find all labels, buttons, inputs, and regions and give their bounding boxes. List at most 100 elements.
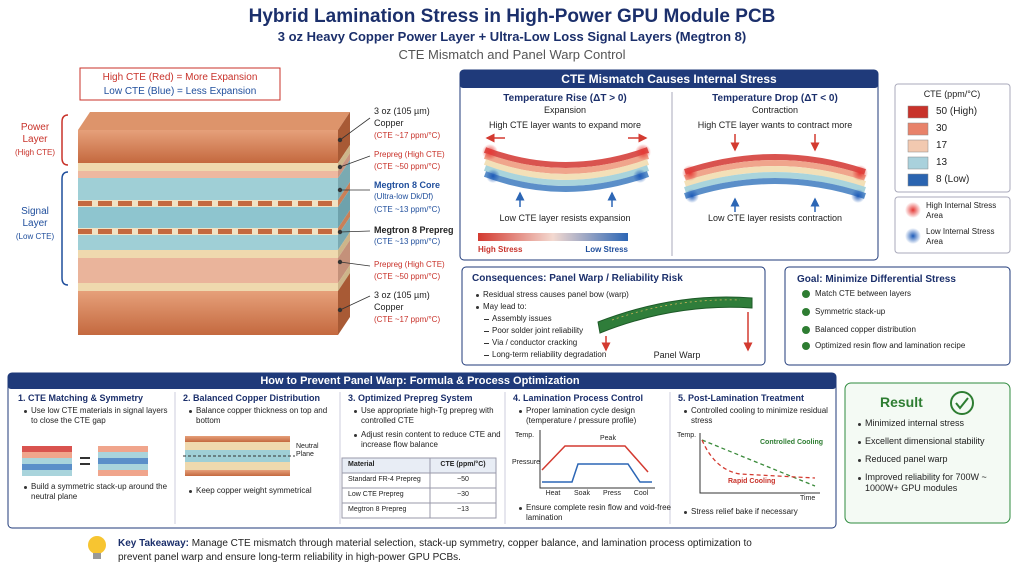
symmetry-stacks-part [80, 457, 90, 459]
cte-scale-items: 13 [936, 157, 948, 168]
cooling-profile-part [701, 439, 816, 479]
leader-lines-part [337, 229, 343, 235]
stack-callouts: Prepreg (High CTE) [374, 260, 445, 269]
drop-top: High CTE layer wants to contract more [697, 120, 853, 130]
stack-callouts: Megtron 8 Prepreg [374, 225, 454, 235]
copper-balance-part [185, 436, 290, 442]
leader-lines-part [339, 230, 371, 233]
table-header: CTE (ppm/°C) [440, 461, 486, 468]
chart-labels-temp: Temp. [677, 432, 697, 439]
step-dividers [174, 392, 671, 524]
stress-panel-header [460, 70, 878, 88]
leader-lines-part [337, 307, 343, 313]
copper-balance [183, 436, 295, 476]
stress-spots-part [633, 169, 647, 183]
stack-callouts: Copper [374, 118, 404, 128]
signal-label: Signal Layer [21, 206, 49, 229]
cooling-profile-part [701, 439, 816, 487]
prevention-header [8, 373, 836, 389]
cte-scale-items: 30 [936, 123, 948, 134]
steps-title: 5. Post-Lamination Treatment [678, 393, 805, 403]
stack-layer [338, 232, 350, 258]
expansion-arcs-part [483, 153, 650, 174]
stack-layer [338, 217, 350, 250]
stress-spots-part [682, 165, 698, 181]
symmetry-stacks-part [22, 458, 72, 464]
contraction-arcs [684, 154, 866, 199]
stack-layer [78, 171, 338, 178]
result-items: Improved reliability for 700W ~ 1000W+ G… [858, 472, 1010, 494]
stack-callouts: Copper [374, 302, 404, 312]
stack-layer [338, 265, 350, 291]
drop-mode: Contraction [751, 105, 799, 115]
chart-labels-peak: Peak [600, 435, 616, 442]
header-title: Hybrid Lamination Stress in High-Power G… [248, 6, 776, 27]
table-header: Material [348, 461, 375, 468]
chart-labels-stages: Soak [574, 490, 590, 497]
warped-board-part [611, 299, 741, 321]
warped-board-part [597, 296, 753, 334]
lamination-profile-part [542, 463, 652, 483]
cte-swatches [907, 105, 929, 187]
chart-labels-time: Time [800, 495, 816, 502]
rise-top: High CTE layer wants to expand more [488, 120, 642, 130]
stack-callouts: (CTE ~50 ppm/°C) [374, 272, 441, 281]
symmetry-stacks-part [80, 463, 90, 465]
expansion-arcs-part [483, 147, 650, 168]
table-rows: Megtron 8 Prepreg [348, 506, 407, 513]
leader-lines-part [337, 137, 343, 143]
cte-swatches-part [907, 156, 929, 170]
symmetry-stacks [22, 446, 148, 476]
steps-neutral-label: Neutral Plane [296, 443, 319, 459]
prevention-title: How to Prevent Panel Warp: Formula & Pro… [260, 375, 580, 387]
steps-bullets: Proper lamination cycle design (temperat… [519, 406, 671, 425]
chart-labels-rapid: Rapid Cooling [728, 478, 776, 485]
stack-callouts: Megtron 8 Core [374, 180, 441, 190]
table-rows: Low CTE Prepreg [348, 491, 404, 498]
symmetry-stacks-part [22, 464, 72, 470]
stack-callouts: Prepreg (High CTE) [374, 150, 445, 159]
goal-title: Goal: Minimize Differential Stress [797, 274, 956, 285]
leader-lines-part [339, 155, 371, 168]
symmetry-stacks-part [22, 470, 72, 476]
stress-legend-low: Low Internal Stress Area [926, 227, 995, 246]
takeaway-text: Manage CTE mismatch through material sel… [118, 538, 752, 563]
expansion-arcs-part [483, 171, 650, 192]
expansion-arcs-part [483, 165, 650, 186]
goal-items: Balanced copper distribution [815, 325, 916, 334]
stack-callouts: (CTE ~13 ppm/°C) [374, 205, 441, 214]
symmetry-stacks-part [98, 446, 148, 452]
stress-panel-low-stress: Low Stress [585, 245, 628, 254]
rise-mode: Expansion [543, 105, 587, 115]
goal-checks-part [802, 326, 810, 334]
consequences-risks: Via / conductor cracking [484, 338, 577, 348]
stress-spots-part [852, 165, 868, 181]
result-items: Excellent dimensional stability [858, 436, 1010, 447]
steps-bullets: Adjust resin content to reduce CTE and i… [354, 430, 506, 449]
consequences-title: Consequences: Panel Warp / Reliability R… [472, 273, 683, 284]
legend-low: Low CTE (Blue) = Less Expansion [103, 86, 257, 97]
stack-layer [338, 182, 350, 207]
steps-title: 2. Balanced Copper Distribution [183, 393, 321, 403]
stack-callouts: (CTE ~17 ppm/°C) [374, 131, 441, 140]
goal-checks [802, 290, 810, 350]
bulb-icon-part [88, 536, 106, 554]
copper-balance-part [185, 462, 290, 470]
stack-callouts: 3 oz (105 µm) [374, 290, 430, 300]
stack-layer [78, 283, 338, 291]
stack-layer [78, 250, 338, 258]
lamination-profile-part [541, 445, 649, 473]
table-rows: ~30 [457, 491, 469, 498]
consequences-bullets: May lead to: [476, 302, 527, 312]
stack-layer [338, 273, 350, 335]
cooling-profile [699, 433, 820, 494]
power-bracket [61, 114, 69, 166]
stack-callouts: (CTE ~13 ppm/°C) [374, 237, 441, 246]
stack-callouts: (CTE ~50 ppm/°C) [374, 162, 441, 171]
stack-callouts: 3 oz (105 µm) [374, 106, 430, 116]
stack-layer [78, 112, 350, 130]
expansion-arcs [483, 147, 650, 192]
consequences-warp-label: Panel Warp [653, 350, 701, 360]
stack-layer [78, 291, 338, 335]
